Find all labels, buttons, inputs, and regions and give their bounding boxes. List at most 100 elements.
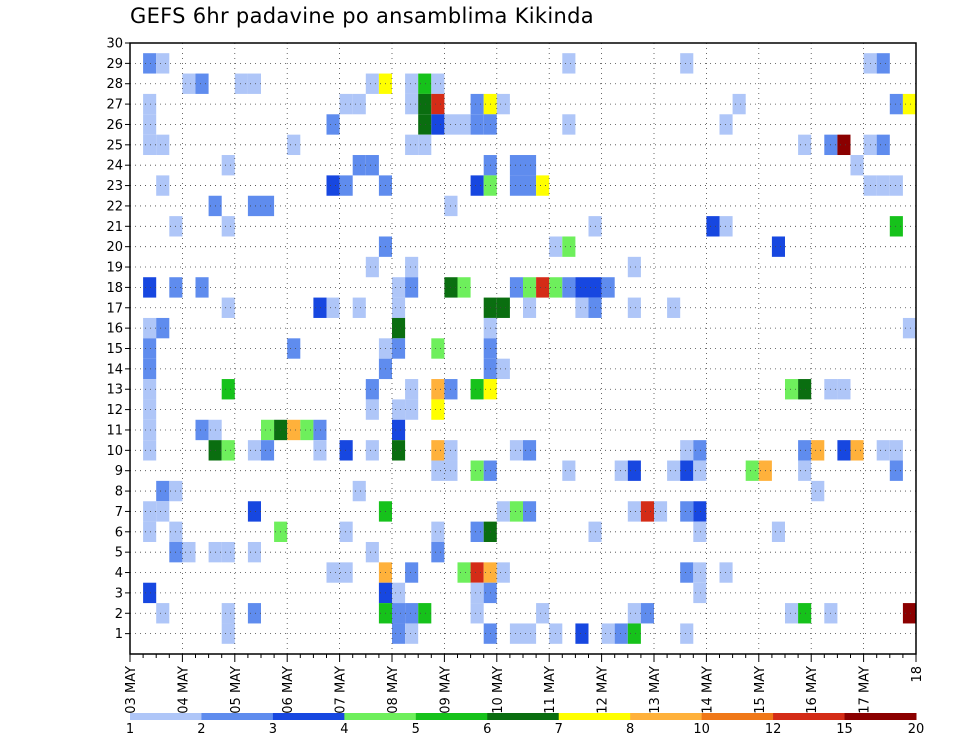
heatmap-cell <box>365 155 379 176</box>
heatmap-cell <box>392 338 406 359</box>
colorbar-swatch <box>773 713 846 720</box>
y-axis: 1234567891011121314151617181920212223242… <box>106 37 130 642</box>
chart-title: GEFS 6hr padavine po ansamblima Kikinda <box>130 4 594 28</box>
heatmap-cell <box>431 93 445 115</box>
heatmap-cell <box>693 521 707 542</box>
colorbar-label: 1 <box>126 722 134 737</box>
heatmap-cell <box>195 277 209 298</box>
heatmap-cell <box>418 114 432 135</box>
x-tick-label: 11 MAY <box>543 666 558 714</box>
colorbar-label: 5 <box>412 722 420 737</box>
colorbar-swatch <box>701 713 774 720</box>
heatmap-cell <box>156 603 170 624</box>
heatmap-cell <box>287 134 301 156</box>
heatmap-cell <box>392 603 406 624</box>
heatmap-cell <box>300 419 314 441</box>
heatmap-cell <box>470 114 484 135</box>
heatmap-cell <box>221 379 235 400</box>
heatmap-cell <box>143 277 157 298</box>
heatmap-cell <box>431 460 445 481</box>
heatmap-cell <box>745 460 759 481</box>
heatmap-cell <box>247 603 261 624</box>
heatmap-cell <box>247 541 261 563</box>
heatmap-cell <box>261 419 275 441</box>
y-tick-label: 11 <box>106 423 123 438</box>
heatmap-cell <box>667 460 681 481</box>
heatmap-cell <box>627 256 641 278</box>
heatmap-cell <box>156 175 170 196</box>
heatmap-cell <box>365 399 379 420</box>
heatmap-cell <box>785 603 799 624</box>
y-tick-label: 30 <box>106 37 123 52</box>
heatmap-cell <box>496 562 510 583</box>
y-tick-label: 20 <box>106 240 123 255</box>
heatmap-cell <box>234 73 248 94</box>
heatmap-cell <box>352 480 366 502</box>
heatmap-cell <box>313 297 327 318</box>
heatmap-cell <box>313 419 327 441</box>
heatmap-cell <box>575 277 589 298</box>
heatmap-cell <box>143 582 157 604</box>
heatmap-cell <box>221 603 235 624</box>
heatmap-cell <box>850 155 864 176</box>
heatmap-cell <box>509 440 523 461</box>
heatmap-cell <box>405 256 419 278</box>
heatmap-cell <box>418 603 432 624</box>
heatmap-cell <box>221 541 235 563</box>
x-tick-label: 16 MAY <box>805 666 820 714</box>
heatmap-cell <box>143 399 157 420</box>
heatmap-cell <box>523 297 537 318</box>
y-tick-label: 2 <box>115 607 123 622</box>
heatmap-cell <box>392 317 406 339</box>
x-tick-label: 18 <box>910 666 925 683</box>
x-tick-label: 06 MAY <box>281 666 296 714</box>
heatmap-cell <box>719 562 733 583</box>
y-tick-label: 7 <box>115 505 123 520</box>
heatmap-cell <box>693 460 707 481</box>
heatmap-cell <box>156 480 170 502</box>
heatmap-cell <box>706 216 720 237</box>
y-tick-label: 6 <box>115 525 123 540</box>
heatmap-cell <box>431 114 445 135</box>
y-tick-label: 14 <box>106 362 123 377</box>
heatmap-cell <box>470 379 484 400</box>
x-tick-label: 12 MAY <box>596 666 611 714</box>
heatmap-cell <box>562 236 576 257</box>
x-tick-label: 09 MAY <box>438 666 453 714</box>
heatmap-cell <box>732 93 746 115</box>
heatmap-cell <box>523 440 537 461</box>
heatmap-cell <box>876 440 890 461</box>
heatmap-cell <box>156 134 170 156</box>
heatmap-cell <box>902 317 916 339</box>
heatmap-cell <box>431 440 445 461</box>
heatmap-cell <box>680 460 694 481</box>
heatmap-cell <box>693 501 707 522</box>
heatmap-cell <box>457 114 471 135</box>
y-tick-label: 25 <box>106 138 123 153</box>
heatmap-cell <box>536 277 550 298</box>
heatmap-cell <box>326 175 340 196</box>
heatmap-cell <box>496 297 510 318</box>
heatmap-cell <box>811 480 825 502</box>
heatmap-cell <box>798 460 812 481</box>
heatmap-cell <box>418 73 432 94</box>
heatmap-cell <box>392 399 406 420</box>
heatmap-cell <box>405 134 419 156</box>
y-tick-label: 23 <box>106 179 123 194</box>
y-tick-label: 27 <box>106 98 123 113</box>
heatmap-cell <box>509 501 523 522</box>
heatmap-cell <box>365 379 379 400</box>
x-tick-label: 07 MAY <box>334 666 349 714</box>
heatmap-cell <box>405 277 419 298</box>
heatmap-cell <box>156 317 170 339</box>
heatmap-cell <box>352 155 366 176</box>
y-tick-label: 16 <box>106 322 123 337</box>
heatmap-cell <box>418 93 432 115</box>
heatmap-cell <box>365 541 379 563</box>
heatmap-cell <box>509 175 523 196</box>
heatmap-cell <box>889 440 903 461</box>
heatmap-cell <box>247 73 261 94</box>
heatmap-cell <box>143 114 157 135</box>
heatmap-cell <box>536 175 550 196</box>
